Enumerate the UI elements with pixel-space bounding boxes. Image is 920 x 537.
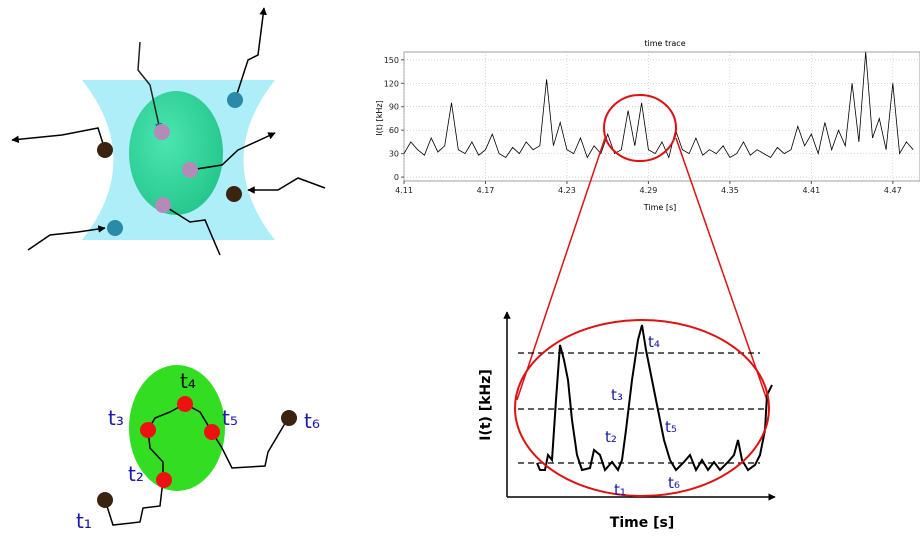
time-label: t₃: [611, 386, 623, 404]
time-label: t₅: [665, 418, 677, 436]
molecule: [227, 92, 243, 108]
photon-event: [204, 424, 220, 440]
zoom-ellipse: [514, 319, 770, 497]
time-label: t₁: [76, 509, 92, 533]
plot-area: [403, 51, 920, 182]
trajectory: [234, 7, 267, 101]
photon-event: [140, 422, 156, 438]
x-tick-label: 4.47: [884, 186, 902, 195]
zoom-circle: [603, 94, 677, 162]
molecule: [155, 197, 171, 213]
molecule: [182, 162, 198, 178]
y-tick-label: 150: [384, 56, 399, 65]
zoom-trace: [536, 324, 773, 473]
time-label: t₂: [128, 462, 144, 486]
y-tick-label: 120: [384, 79, 399, 88]
photon-event: [156, 472, 172, 488]
time-label: t₃: [108, 406, 124, 430]
time-trace: time trace I(t) [kHz] Time [s] 0 30 60 90 12…: [375, 39, 920, 212]
molecule: [97, 142, 113, 158]
trajectory: [27, 225, 106, 251]
y-axis-label: I(t) [kHz]: [478, 369, 494, 441]
detection-volume: [129, 365, 225, 491]
time-label: t₆: [668, 474, 680, 492]
trajectory: [247, 177, 326, 194]
x-tick-label: 4.11: [395, 186, 413, 195]
y-axis-label: I(t) [kHz]: [375, 100, 384, 135]
y-tick-label: 90: [389, 103, 399, 112]
time-label: t₁: [614, 481, 626, 499]
x-tick-label: 4.41: [802, 186, 820, 195]
x-tick-label: 4.23: [558, 186, 576, 195]
molecule: [97, 492, 113, 508]
x-tick-label: 4.29: [640, 186, 658, 195]
time-label: t₄: [648, 333, 660, 351]
time-label: t₆: [304, 409, 320, 433]
x-axis-label: Time [s]: [643, 203, 677, 212]
zoom: I(t) [kHz] Time [s] t₁ t₂ t₃ t₄ t₅ t₆: [478, 94, 776, 531]
trajectory: [104, 403, 288, 526]
zoom-line: [516, 137, 606, 401]
y-tick-label: 30: [389, 150, 399, 159]
focal-volume: [11, 7, 326, 256]
trajectory: [137, 41, 163, 131]
x-axis-label: Time [s]: [610, 515, 674, 531]
trajectory: [11, 127, 106, 151]
time-label: t₄: [180, 369, 196, 393]
y-tick-label: 0: [394, 173, 399, 182]
time-label: t₂: [605, 428, 617, 446]
chart-title: time trace: [644, 39, 685, 48]
trace-line: [403, 51, 914, 159]
y-tick-label: 60: [389, 126, 399, 135]
molecule: [226, 186, 242, 202]
trajectory: [162, 204, 221, 256]
time-label: t₅: [222, 406, 238, 430]
x-tick-label: 4.17: [477, 186, 495, 195]
molecule: [154, 124, 170, 140]
path-diagram: t₁ t₂ t₃ t₄ t₅ t₆: [76, 365, 320, 533]
trajectory: [189, 132, 276, 171]
detection-volume: [129, 91, 223, 215]
zoom-line: [675, 137, 768, 401]
x-tick-label: 4.35: [721, 186, 739, 195]
molecule: [281, 410, 297, 426]
molecule: [107, 220, 123, 236]
photon-event: [177, 396, 193, 412]
